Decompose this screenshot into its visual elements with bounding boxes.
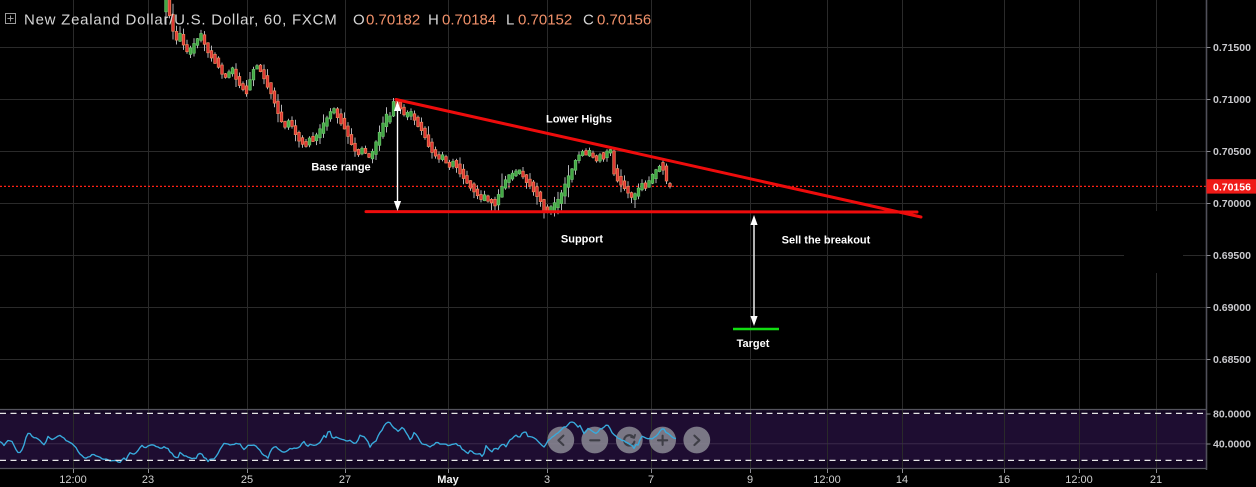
svg-text:O: O bbox=[353, 12, 365, 29]
svg-text:0.70156: 0.70156 bbox=[597, 12, 651, 29]
svg-text:H: H bbox=[428, 12, 439, 29]
svg-text:21: 21 bbox=[1150, 474, 1162, 486]
svg-text:0.68500: 0.68500 bbox=[1213, 354, 1251, 366]
svg-text:0.70152: 0.70152 bbox=[518, 12, 572, 29]
svg-text:16: 16 bbox=[998, 474, 1010, 486]
svg-text:L: L bbox=[506, 12, 514, 29]
svg-text:12:00: 12:00 bbox=[813, 474, 841, 486]
svg-text:0.71000: 0.71000 bbox=[1213, 94, 1251, 106]
svg-text:C: C bbox=[583, 12, 594, 29]
svg-text:Lower Highs: Lower Highs bbox=[546, 114, 612, 126]
svg-text:0.70182: 0.70182 bbox=[366, 12, 420, 29]
svg-text:12:00: 12:00 bbox=[1065, 474, 1093, 486]
svg-text:0.69000: 0.69000 bbox=[1213, 302, 1251, 314]
svg-text:Sell the breakout: Sell the breakout bbox=[782, 235, 871, 247]
svg-text:14: 14 bbox=[896, 474, 908, 486]
svg-text:3: 3 bbox=[544, 474, 550, 486]
svg-text:0.70500: 0.70500 bbox=[1213, 146, 1251, 158]
svg-text:Support: Support bbox=[561, 234, 603, 246]
svg-text:Base range: Base range bbox=[311, 162, 370, 174]
svg-text:27: 27 bbox=[339, 474, 351, 486]
svg-text:12:00: 12:00 bbox=[59, 474, 87, 486]
svg-text:40.0000: 40.0000 bbox=[1213, 439, 1251, 451]
svg-text:0.70184: 0.70184 bbox=[442, 12, 496, 29]
svg-text:80.0000: 80.0000 bbox=[1213, 409, 1251, 421]
svg-text:0.70000: 0.70000 bbox=[1213, 198, 1251, 210]
svg-text:May: May bbox=[437, 474, 459, 486]
svg-text:New Zealand Dollar/U.S. Dollar: New Zealand Dollar/U.S. Dollar, 60, FXCM bbox=[24, 12, 337, 29]
svg-text:0.71500: 0.71500 bbox=[1213, 42, 1251, 54]
svg-text:9: 9 bbox=[747, 474, 753, 486]
svg-text:0.69500: 0.69500 bbox=[1213, 250, 1251, 262]
svg-text:25: 25 bbox=[241, 474, 253, 486]
svg-text:0.70156: 0.70156 bbox=[1213, 181, 1251, 193]
svg-text:Target: Target bbox=[737, 338, 770, 350]
svg-text:7: 7 bbox=[648, 474, 654, 486]
svg-text:23: 23 bbox=[142, 474, 154, 486]
